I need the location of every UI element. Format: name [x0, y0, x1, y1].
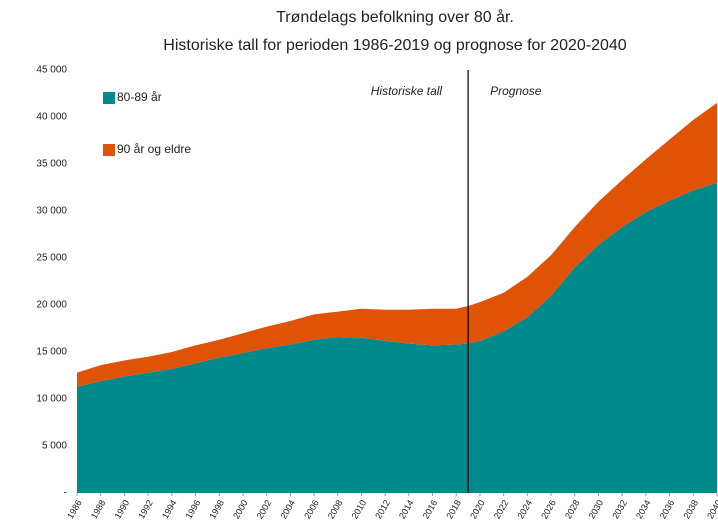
legend-label: 90 år og eldre — [117, 142, 191, 156]
y-tick-label: - — [64, 488, 67, 499]
x-tick-label: 2024 — [515, 498, 534, 520]
y-tick-label: 40 000 — [36, 112, 67, 123]
x-tick-label: 2030 — [587, 498, 606, 520]
x-tick-label: 2022 — [492, 498, 511, 520]
y-tick-label: 30 000 — [36, 206, 67, 217]
area — [77, 182, 717, 494]
y-tick-label: 35 000 — [36, 159, 67, 170]
legend-swatch — [103, 144, 115, 156]
x-tick-label: 2032 — [610, 498, 629, 520]
x-tick-label: 2006 — [302, 498, 321, 520]
legend-swatch — [103, 92, 115, 104]
chart-title: Trøndelags befolkning over 80 år. — [276, 8, 514, 26]
x-tick-label: 2014 — [397, 498, 416, 520]
x-tick-label: 2002 — [255, 498, 274, 520]
x-tick-label: 1988 — [89, 498, 108, 520]
x-tick-label: 2038 — [681, 498, 700, 520]
x-tick-label: 1990 — [113, 498, 132, 520]
x-tick-label: 1992 — [136, 498, 155, 520]
legend-label: 80-89 år — [117, 90, 162, 104]
area — [77, 102, 717, 387]
x-tick-label: 1998 — [207, 498, 226, 520]
x-tick-label: 2010 — [350, 498, 369, 520]
x-tick-label: 2016 — [421, 498, 440, 520]
x-tick-label: 1986 — [65, 498, 84, 520]
y-tick-label: 5 000 — [42, 441, 67, 452]
x-tick-label: 2040 — [705, 498, 718, 520]
y-tick-label: 10 000 — [36, 394, 67, 405]
x-tick-label: 2004 — [278, 498, 297, 520]
x-tick-label: 2012 — [373, 498, 392, 520]
x-tick-label: 2036 — [658, 498, 677, 520]
y-tick-label: 25 000 — [36, 253, 67, 264]
x-tick-label: 2000 — [231, 498, 250, 520]
chart-subtitle: Historiske tall for perioden 1986-2019 o… — [163, 37, 627, 54]
y-tick-label: 15 000 — [36, 347, 67, 358]
x-tick-label: 2008 — [326, 498, 345, 520]
x-tick-label: 2026 — [539, 498, 558, 520]
y-tick-label: 45 000 — [36, 65, 67, 76]
x-tick-label: 2028 — [563, 498, 582, 520]
x-tick-label: 2034 — [634, 498, 653, 520]
x-tick-label: 2020 — [468, 498, 487, 520]
x-tick-label: 1994 — [160, 498, 179, 520]
x-tick-label: 2018 — [444, 498, 463, 520]
annotation: Historiske tall — [371, 84, 443, 98]
x-tick-label: 1996 — [184, 498, 203, 520]
annotation: Prognose — [490, 84, 542, 98]
y-tick-label: 20 000 — [36, 300, 67, 311]
